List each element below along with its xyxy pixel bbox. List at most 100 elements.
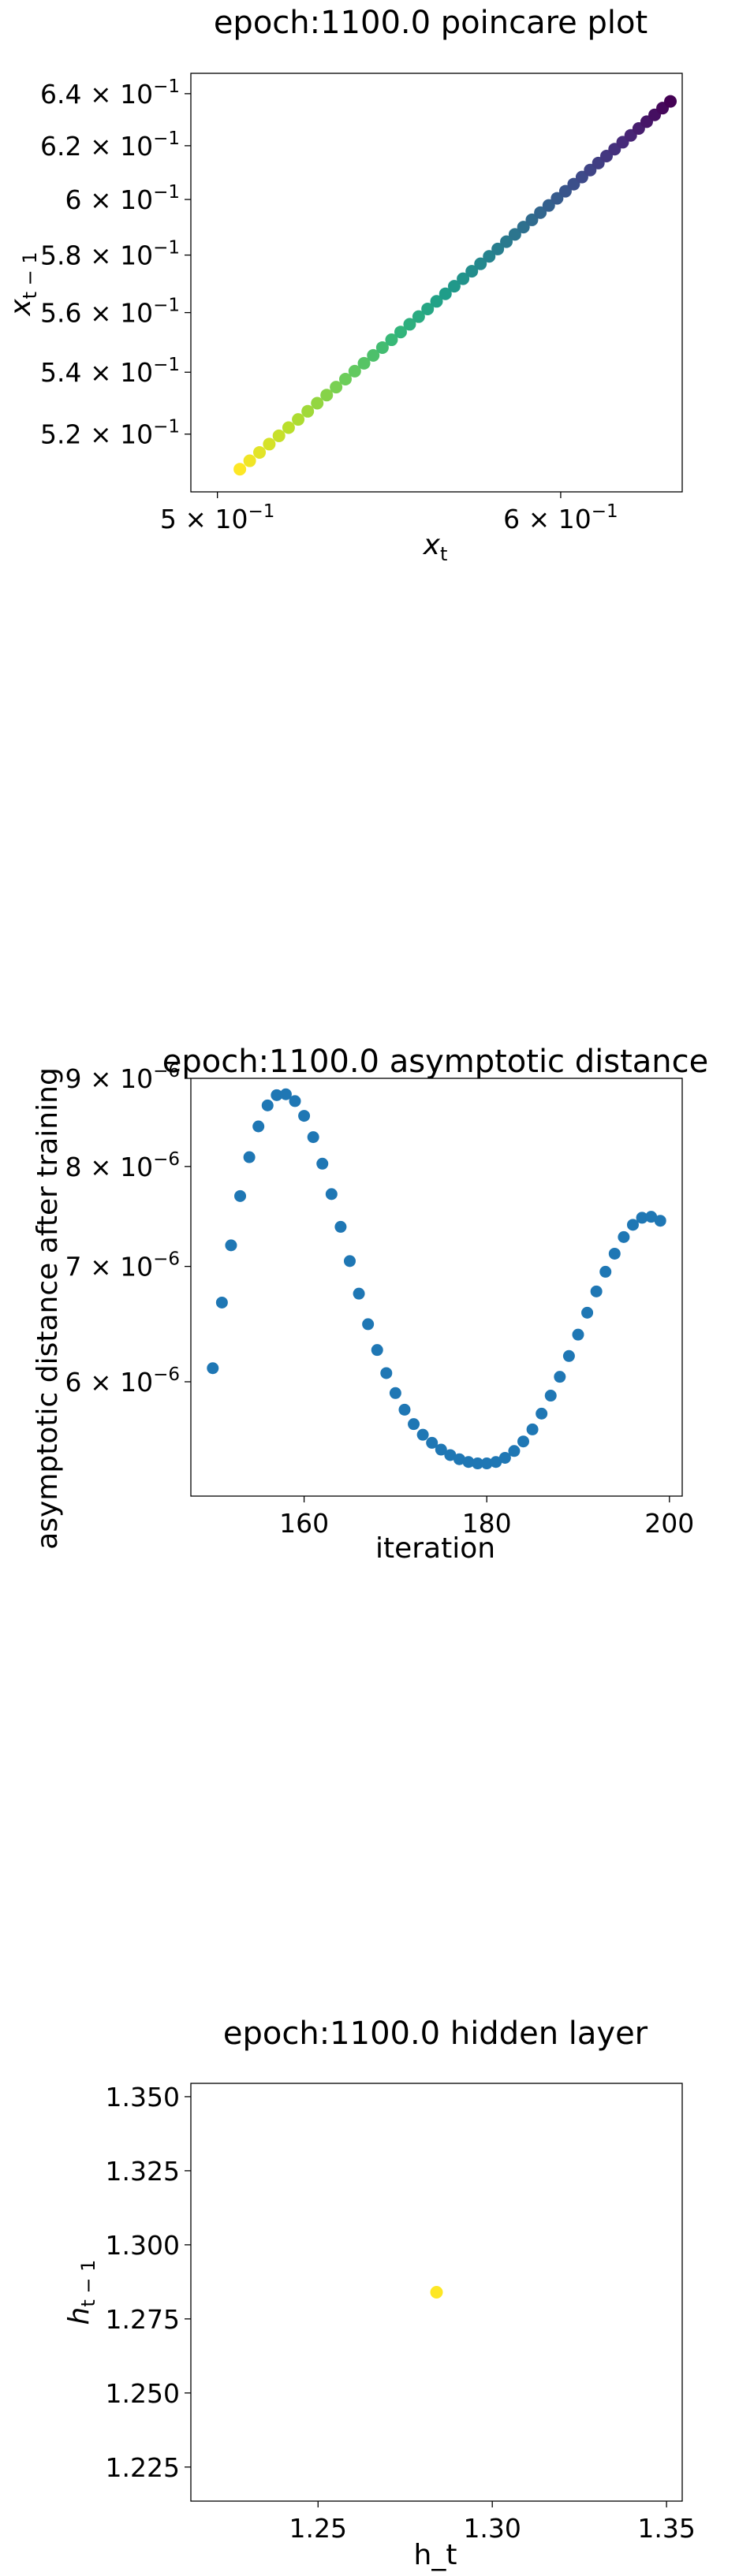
asymptotic-distance-point [590, 1285, 603, 1297]
poincare-point [330, 381, 343, 394]
asymptotic-distance-point [271, 1089, 283, 1101]
asymptotic-distance-point [261, 1099, 274, 1111]
asymptotic-distance-point [526, 1423, 539, 1435]
asymptotic-distance-point [444, 1449, 457, 1461]
svg-text:ht − 1: ht − 1 [63, 2260, 99, 2325]
asymptotic-distance-y-ticks: 6 × 10−6 7 × 10−6 8 × 10−6 9 × 10−6 [65, 1061, 191, 1398]
hidden-layer-panel: epoch:1100.0 hidden layer h_t ht − 1 1.2… [63, 2016, 696, 2571]
asymptotic-distance-point [618, 1230, 630, 1243]
asymptotic-distance-point [462, 1456, 475, 1469]
asymptotic-distance-y-tick-label: 6 × 10−6 [65, 1364, 180, 1398]
hidden-layer-x-ticks: 1.25 1.30 1.35 [289, 2501, 696, 2544]
poincare-plot-axes-frame [190, 73, 683, 493]
asymptotic-distance-point [371, 1344, 383, 1357]
hidden-layer-y-ticks: 1.225 1.250 1.275 1.300 1.325 1.350 [106, 2082, 191, 2483]
asymptotic-distance-x-tick-label: 160 [279, 1508, 329, 1539]
asymptotic-distance-x-tick-label: 180 [462, 1508, 512, 1539]
poincare-point [525, 213, 539, 226]
poincare-point [311, 396, 324, 410]
asymptotic-distance-y-tick-label: 8 × 10−6 [65, 1149, 180, 1182]
asymptotic-distance-point [398, 1403, 411, 1416]
poincare-point [465, 265, 479, 278]
poincare-point [517, 221, 530, 234]
poincare-point [584, 163, 597, 177]
asymptotic-distance-point [426, 1436, 439, 1449]
asymptotic-distance-point [581, 1306, 594, 1319]
asymptotic-distance-x-tick-label: 200 [644, 1508, 694, 1539]
asymptotic-distance-point [508, 1445, 521, 1457]
poincare-point [421, 302, 435, 315]
poincare-point [403, 318, 416, 331]
poincare-point [483, 250, 496, 263]
asymptotic-distance-point [645, 1211, 658, 1223]
hidden-layer-y-tick-label: 1.350 [106, 2082, 180, 2113]
poincare-plot-y-tick-label: 5.6 × 10−1 [40, 296, 180, 329]
asymptotic-distance-point [498, 1451, 511, 1464]
poincare-point [394, 326, 407, 339]
asymptotic-distance-point [599, 1265, 612, 1278]
asymptotic-distance-point [289, 1095, 301, 1107]
asymptotic-distance-point [517, 1435, 530, 1448]
asymptotic-distance-point [389, 1387, 401, 1399]
poincare-plot-y-tick-label: 6.2 × 10−1 [40, 128, 180, 162]
hidden-layer-y-tick-label: 1.250 [106, 2378, 180, 2409]
asymptotic-distance-point [380, 1367, 393, 1379]
poincare-plot-title: epoch:1100.0 poincare plot [214, 5, 648, 41]
asymptotic-distance-y-label: asymptotic distance after training [32, 1067, 64, 1550]
asymptotic-distance-y-tick-label: 9 × 10−6 [65, 1061, 180, 1094]
hidden-layer-x-tick-label: 1.25 [289, 2513, 347, 2544]
poincare-plot-x-tick-label: 5 × 10−1 [160, 501, 275, 534]
poincare-point [664, 95, 677, 108]
asymptotic-distance-y-tick-label: 7 × 10−6 [65, 1249, 180, 1282]
poincare-point [567, 177, 580, 191]
poincare-plot-y-tick-label: 5.2 × 10−1 [40, 417, 180, 450]
poincare-point [534, 206, 547, 219]
asymptotic-distance-point [490, 1456, 502, 1469]
poincare-point [272, 429, 286, 442]
poincare-point [253, 445, 267, 459]
asymptotic-distance-panel: epoch:1100.0 asymptotic distance iterati… [32, 1044, 708, 1565]
poincare-point [320, 389, 334, 402]
asymptotic-distance-point [207, 1362, 219, 1375]
poincare-point [558, 184, 572, 198]
poincare-plot-y-tick-label: 6 × 10−1 [65, 182, 180, 215]
asymptotic-distance-point [325, 1188, 338, 1201]
poincare-point [263, 437, 276, 451]
poincare-plot-y-tick-label: 6.4 × 10−1 [40, 76, 180, 110]
asymptotic-distance-point [416, 1428, 429, 1441]
hidden-layer-y-tick-label: 1.225 [106, 2452, 180, 2483]
poincare-point [542, 199, 555, 212]
asymptotic-distance-point [362, 1318, 375, 1331]
hidden-layer-y-tick-label: 1.300 [106, 2230, 180, 2261]
hidden-layer-y-tick-label: 1.325 [106, 2156, 180, 2187]
poincare-point [348, 364, 361, 378]
asymptotic-distance-point [234, 1189, 247, 1202]
asymptotic-distance-point [536, 1407, 548, 1420]
hidden-layer-x-label: h_t [414, 2539, 457, 2571]
asymptotic-distance-point [408, 1418, 420, 1431]
poincare-point [243, 454, 256, 467]
poincare-plot-panel: epoch:1100.0 poincare plot xt xt − 1 5 ×… [5, 5, 683, 565]
asymptotic-distance-point [225, 1239, 237, 1252]
hidden-layer-points [430, 2286, 443, 2299]
poincare-plot-x-ticks: 5 × 10−1 6 × 10−1 [160, 492, 618, 534]
asymptotic-distance-point [279, 1088, 292, 1100]
hidden-layer-title: epoch:1100.0 hidden layer [223, 2016, 648, 2052]
poincare-point [457, 272, 470, 285]
asymptotic-distance-point [480, 1457, 493, 1470]
poincare-point [385, 333, 398, 347]
hidden-layer-y-tick-label: 1.275 [106, 2304, 180, 2335]
poincare-point [367, 348, 380, 362]
asymptotic-distance-x-ticks: 160 180 200 [279, 1496, 694, 1539]
hidden-layer-x-tick-label: 1.30 [463, 2513, 521, 2544]
hidden-layer-x-tick-label: 1.35 [637, 2513, 695, 2544]
poincare-point [491, 242, 505, 255]
asymptotic-distance-point [334, 1220, 347, 1233]
poincare-plot-x-label: xt [423, 529, 448, 565]
poincare-point [500, 235, 513, 248]
hidden-layer-axes-frame [190, 2083, 683, 2502]
poincare-plot-y-tick-label: 5.8 × 10−1 [40, 238, 180, 271]
poincare-point [474, 257, 487, 270]
asymptotic-distance-point [572, 1328, 584, 1341]
